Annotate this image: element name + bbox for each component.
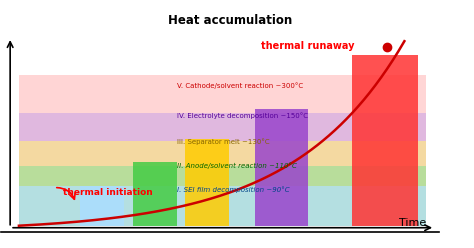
Text: IV. Electrolyte decomposition ~150°C: IV. Electrolyte decomposition ~150°C bbox=[177, 112, 308, 119]
Text: III. Separator melt ~130°C: III. Separator melt ~130°C bbox=[177, 138, 269, 145]
Bar bbox=[255, 109, 308, 226]
Bar bbox=[19, 166, 426, 226]
Bar bbox=[19, 141, 426, 226]
Bar bbox=[352, 55, 418, 226]
Bar bbox=[19, 186, 426, 226]
Bar bbox=[185, 139, 229, 226]
Text: II. Anode/solvent reaction ~110°C: II. Anode/solvent reaction ~110°C bbox=[177, 162, 296, 169]
Bar bbox=[80, 186, 124, 226]
Bar bbox=[19, 113, 426, 226]
Text: Time: Time bbox=[399, 218, 426, 228]
Text: Heat accumulation: Heat accumulation bbox=[168, 14, 292, 27]
Bar bbox=[133, 161, 177, 226]
Bar bbox=[19, 75, 426, 226]
Text: thermal runaway: thermal runaway bbox=[261, 41, 355, 51]
Text: V. Cathode/solvent reaction ~300°C: V. Cathode/solvent reaction ~300°C bbox=[177, 82, 303, 89]
Text: thermal initiation: thermal initiation bbox=[63, 187, 153, 197]
Text: I. SEI film decomposition ~90°C: I. SEI film decomposition ~90°C bbox=[177, 186, 289, 193]
